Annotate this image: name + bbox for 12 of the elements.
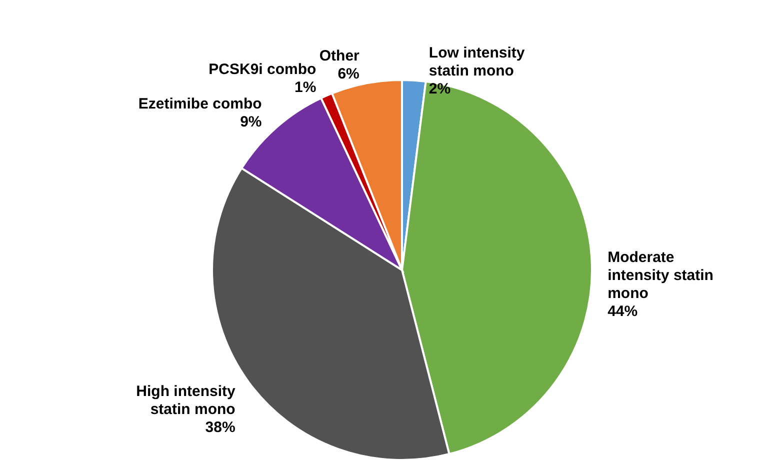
data-label: 38% [205, 419, 236, 436]
data-label: 6% [338, 66, 360, 83]
slice-label: PCSK9i combo [208, 60, 316, 78]
data-label: 1% [294, 78, 316, 96]
slice-label: High intensity statin mono [136, 383, 236, 418]
slice-label: Moderate intensity statin mono [608, 249, 714, 302]
slice-label: Ezetimibe combo [138, 95, 262, 112]
data-label: 9% [240, 113, 262, 130]
slice-label: Other [319, 48, 360, 65]
data-label: 2% [428, 80, 451, 98]
slice-label: Low intensity statin mono [428, 44, 526, 80]
data-label: 44% [608, 303, 638, 320]
